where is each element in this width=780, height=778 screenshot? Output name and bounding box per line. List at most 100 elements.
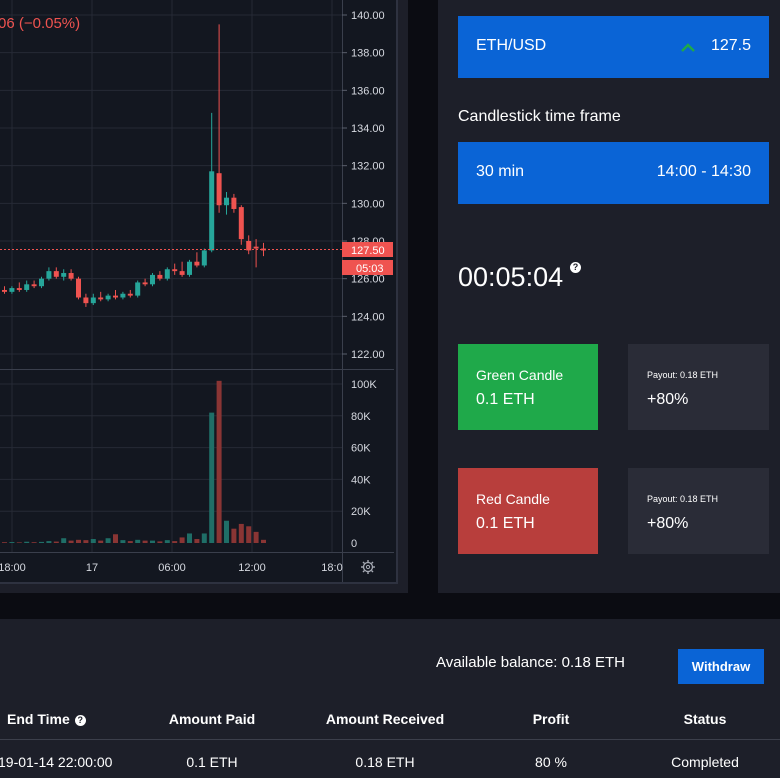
header-amount-paid: Amount Paid [168,711,256,727]
price-tick-label: 134.00 [351,123,385,135]
candle-body [53,271,59,277]
volume-bar [253,531,259,543]
price-tick-label: 136.00 [351,85,385,97]
volume-bar [46,541,52,543]
candle-body [39,278,44,287]
green-candle-button[interactable]: Green Candle 0.1 ETH [458,344,598,430]
red-candle-amount: 0.1 ETH [476,515,535,532]
pair-price: 127.5 [710,37,751,54]
candle-body [172,269,178,272]
history-panel: Available balance: 0.18 ETH Withdraw End… [0,619,780,778]
candle-body [68,273,74,279]
volume-bar [150,540,155,543]
countdown-tag-bg [342,260,393,275]
cell-end-time: 19-01-14 22:00:00 [0,754,113,770]
volume-bar [24,541,30,543]
candle-body [9,288,15,292]
volume-bar [172,541,178,543]
volume-bar [68,540,74,543]
candle-body [98,297,104,300]
chart-canvas[interactable]: 140.00138.00136.00134.00132.00130.00128.… [0,0,396,582]
candle-body [2,289,7,292]
volume-bar [187,533,192,543]
cell-amount-received: 0.18 ETH [355,754,415,770]
red-candle-button[interactable]: Red Candle 0.1 ETH [458,468,598,554]
volume-bar [135,539,141,543]
chevron-up-icon [681,43,695,52]
pair-name: ETH/USD [476,37,547,54]
candle-body [246,241,252,251]
trade-panel: ETH/USD 127.5 Candlestick time frame 30 … [438,0,780,593]
time-tick-label: 18:00 [0,562,26,574]
candle-body [201,250,207,266]
candle-body [179,271,185,275]
time-tick-label: 12:00 [238,562,266,574]
volume-bar [9,542,15,543]
countdown-timer: 00:05:04 [458,262,564,292]
volume-tick-label: 100K [351,379,377,391]
candle-body [150,274,155,285]
timeframe-range: 14:00 - 14:30 [656,163,751,180]
price-tick-label: 140.00 [351,10,385,22]
candle-body [24,284,30,290]
volume-bar [238,523,244,543]
pair-selector[interactable]: ETH/USD 127.5 [458,16,769,78]
volume-bar [120,540,126,543]
volume-bar [98,540,104,543]
volume-bar [224,520,229,543]
volume-bar [164,540,170,543]
volume-bar [113,534,118,543]
time-tick-label: 18:0 [321,562,342,574]
volume-bar [246,526,252,543]
volume-bar [209,412,215,543]
candle-body [105,295,111,300]
help-icon[interactable]: ? [570,262,581,273]
table-divider [0,739,780,740]
volume-tick-label: 40K [351,474,371,486]
green-payout-percent: +80% [647,391,689,408]
candle-body [253,246,259,249]
header-status: Status [683,711,727,727]
candle-body [164,269,170,279]
candle-body [90,297,96,304]
price-tick-label: 130.00 [351,198,385,210]
candle-body [216,173,222,206]
candle-body [238,207,244,240]
volume-tick-label: 0 [351,538,357,550]
red-candle-label: Red Candle [476,491,550,507]
header-end-time: End Time? [7,711,86,727]
help-icon[interactable]: ? [74,715,86,726]
volume-bar [53,541,59,543]
withdraw-button[interactable]: Withdraw [678,649,764,684]
timeframe-title: Candlestick time frame [458,108,621,125]
candle-body [231,197,237,209]
timeframe-selector[interactable]: 30 min 14:00 - 14:30 [458,142,769,204]
candlestick-chart[interactable]: 140.00138.00136.00134.00132.00130.00128.… [0,0,398,584]
green-payout-box: Payout: 0.18 ETH +80% [628,344,769,430]
volume-bar [16,542,22,543]
red-payout-percent: +80% [647,515,689,532]
green-candle-amount: 0.1 ETH [476,391,535,408]
volume-bar [2,542,7,543]
candle-body [31,284,37,287]
candle-body [194,261,200,266]
cell-profit: 80 % [535,754,567,770]
volume-tick-label: 80K [351,411,371,423]
gear-icon[interactable] [361,560,375,574]
candle-body [157,274,163,279]
volume-bar [179,537,185,543]
current-price-tag-bg [342,242,393,257]
candle-body [224,197,229,206]
volume-bar [216,380,222,543]
volume-tick-label: 60K [351,443,371,455]
header-profit: Profit [532,711,570,727]
volume-bar [231,528,237,543]
time-tick-label: 06:00 [158,562,186,574]
volume-bar [194,539,200,543]
chart-panel: 140.00138.00136.00134.00132.00130.00128.… [0,0,408,593]
volume-bar [201,533,207,543]
red-payout-label: Payout: 0.18 ETH [647,494,719,504]
countdown-tag: 05:03 [356,263,384,275]
price-change-text: 06 (−0.05%) [0,15,80,32]
volume-bar [83,540,89,543]
